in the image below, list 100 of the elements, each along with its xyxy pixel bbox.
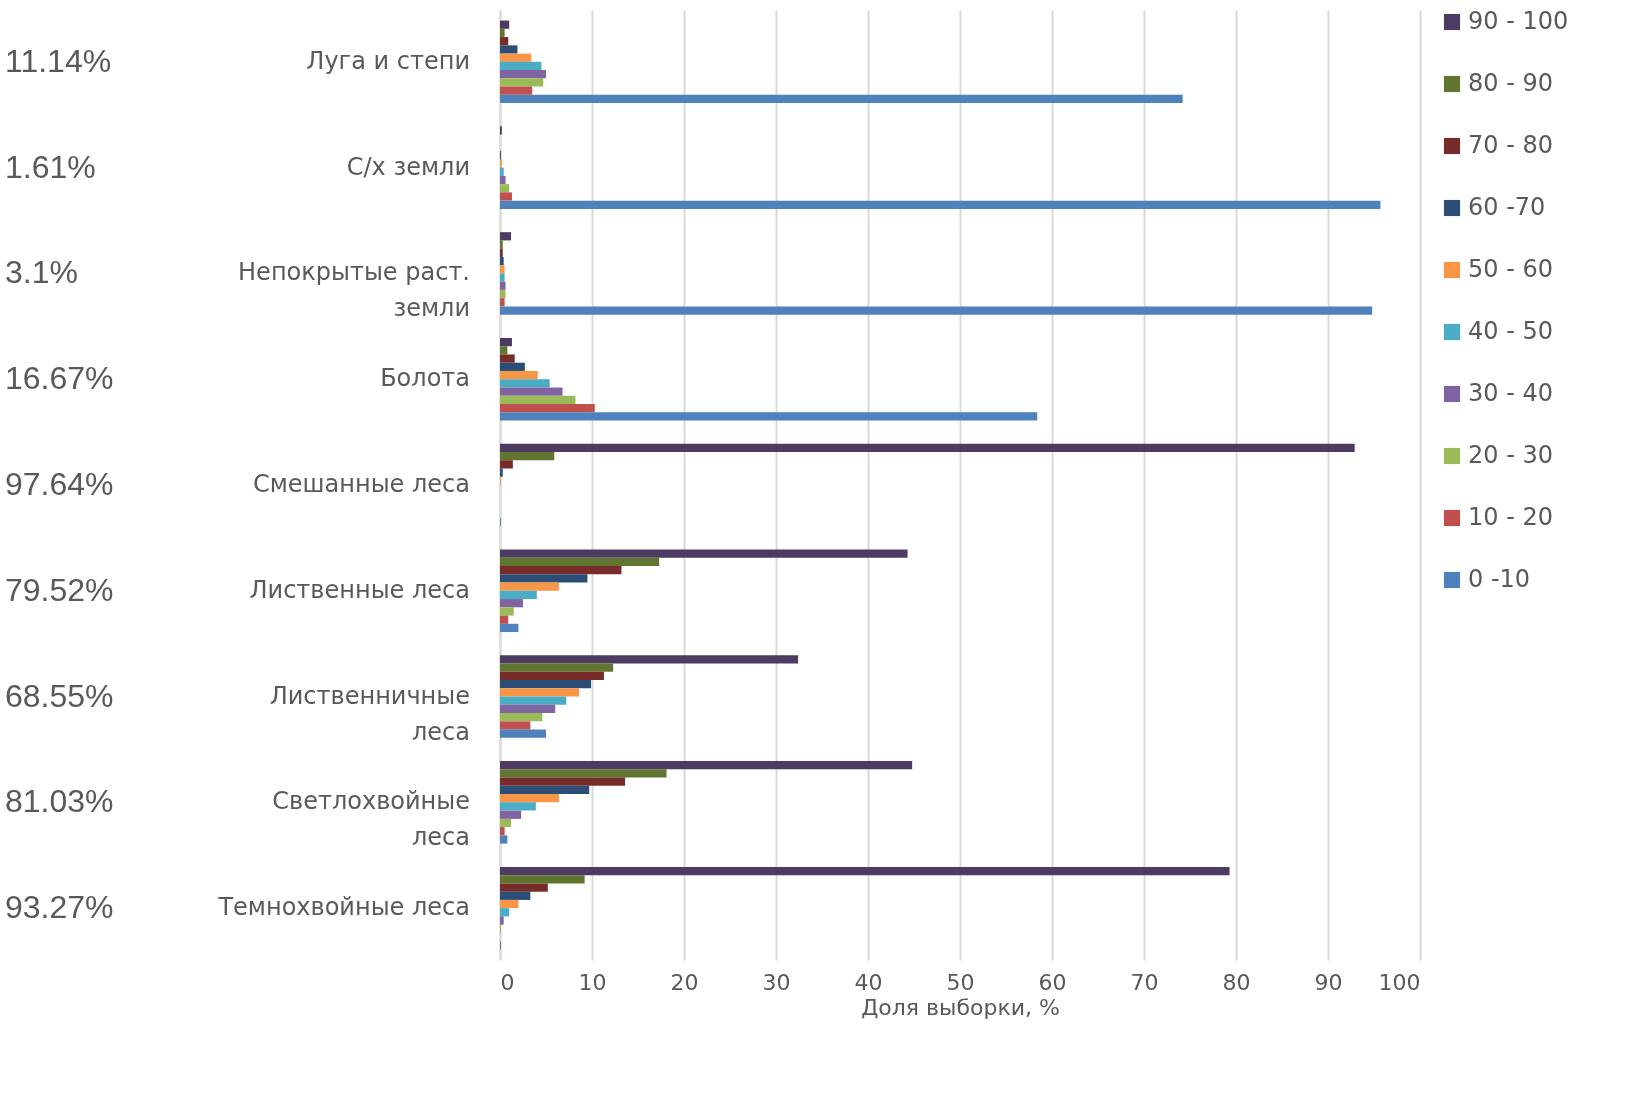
bar bbox=[500, 53, 532, 62]
bar bbox=[500, 802, 536, 811]
bar bbox=[500, 655, 799, 664]
bar bbox=[500, 240, 503, 249]
text: 1.61% bbox=[5, 148, 96, 185]
y-tick-label: Луга и степи bbox=[306, 46, 470, 75]
bar bbox=[500, 590, 537, 600]
bar bbox=[500, 306, 1373, 315]
bar bbox=[500, 663, 614, 672]
bar bbox=[500, 721, 531, 730]
bar bbox=[500, 167, 504, 176]
bar bbox=[500, 835, 508, 844]
x-tick-label: 60 bbox=[1038, 969, 1067, 995]
bar bbox=[500, 337, 512, 347]
bar bbox=[500, 403, 595, 413]
y-tick-label: Темнохвойные леса bbox=[217, 893, 470, 922]
text: 81.03% bbox=[5, 783, 114, 820]
bar bbox=[500, 557, 660, 567]
bar bbox=[500, 94, 1183, 104]
bar bbox=[500, 70, 546, 79]
bar bbox=[500, 688, 580, 697]
bar bbox=[500, 45, 518, 54]
bar bbox=[500, 680, 592, 689]
bar bbox=[500, 460, 513, 469]
bar bbox=[500, 86, 533, 95]
bar bbox=[500, 395, 576, 404]
bar bbox=[500, 761, 913, 770]
y-tick-label: Болота bbox=[380, 364, 470, 393]
bar bbox=[500, 200, 1381, 209]
bar bbox=[500, 549, 908, 558]
bar bbox=[500, 468, 503, 477]
bar bbox=[500, 566, 622, 575]
bar bbox=[500, 412, 1038, 421]
text: 79.52% bbox=[5, 571, 114, 608]
bar bbox=[500, 704, 556, 714]
y-tick-label: С/х земли bbox=[346, 152, 470, 181]
bar bbox=[500, 289, 506, 299]
x-tick-label: 100 bbox=[1378, 969, 1421, 995]
x-tick-label: 0 bbox=[500, 969, 515, 995]
x-tick-label: 70 bbox=[1130, 969, 1159, 995]
bar bbox=[500, 818, 512, 828]
bar bbox=[500, 696, 567, 705]
bar bbox=[500, 184, 510, 193]
x-tick-label: 50 bbox=[946, 969, 975, 995]
y-tick-label: Смешанные леса bbox=[252, 470, 470, 498]
text: 11.14% bbox=[5, 42, 112, 79]
bar bbox=[500, 354, 515, 363]
bar bbox=[500, 599, 523, 608]
bar bbox=[500, 615, 509, 624]
legend-label: 10 - 20 bbox=[1468, 503, 1553, 531]
x-tick-label: 40 bbox=[854, 969, 883, 995]
text: 3.1% bbox=[5, 254, 78, 291]
legend-label: 60 -70 bbox=[1468, 193, 1546, 221]
bar bbox=[500, 273, 505, 282]
bar bbox=[500, 785, 590, 795]
legend-label: 0 -10 bbox=[1468, 565, 1531, 593]
text: 93.27% bbox=[5, 889, 114, 926]
bar bbox=[500, 265, 505, 274]
y-tick-label: Лиственничные леса bbox=[269, 681, 470, 746]
bar bbox=[500, 175, 506, 185]
bar bbox=[500, 20, 510, 29]
x-tick-label: 20 bbox=[670, 969, 699, 995]
bar bbox=[500, 37, 509, 46]
bar bbox=[500, 256, 504, 266]
bar bbox=[500, 232, 512, 241]
bar bbox=[500, 298, 505, 307]
bar bbox=[500, 78, 544, 87]
x-axis-title: Доля выборки, % bbox=[861, 994, 1060, 1020]
y-tick-label: Лиственные леса bbox=[249, 575, 470, 604]
bar bbox=[500, 582, 559, 591]
bar bbox=[500, 729, 546, 738]
text: 97.64% bbox=[5, 466, 114, 502]
bar bbox=[500, 899, 519, 909]
x-tick-label: 80 bbox=[1222, 969, 1251, 995]
y-tick-label: Светлохвойные леса bbox=[272, 787, 470, 852]
bar bbox=[500, 362, 525, 371]
y-tick-label: Непокрытые раст. земли bbox=[238, 258, 470, 323]
text: 68.55% bbox=[5, 677, 114, 714]
bar bbox=[500, 443, 1355, 452]
bar bbox=[500, 777, 626, 786]
bar bbox=[500, 607, 514, 616]
bar bbox=[500, 916, 504, 925]
x-tick-label: 90 bbox=[1314, 969, 1343, 995]
legend-label: 90 - 100 bbox=[1468, 7, 1569, 35]
bar bbox=[500, 248, 503, 257]
bar bbox=[500, 451, 555, 461]
bar bbox=[500, 623, 519, 633]
legend-label: 70 - 80 bbox=[1468, 131, 1553, 159]
legend-label: 20 - 30 bbox=[1468, 441, 1553, 469]
bar bbox=[500, 875, 585, 884]
bar bbox=[500, 794, 559, 803]
bar bbox=[500, 346, 508, 355]
bar bbox=[500, 769, 667, 778]
legend-label: 80 - 90 bbox=[1468, 69, 1553, 97]
bar bbox=[500, 28, 505, 38]
bar bbox=[500, 883, 548, 892]
bar bbox=[500, 891, 531, 900]
x-tick-label: 30 bbox=[762, 969, 791, 995]
bar bbox=[500, 713, 543, 722]
bar bbox=[500, 827, 505, 836]
